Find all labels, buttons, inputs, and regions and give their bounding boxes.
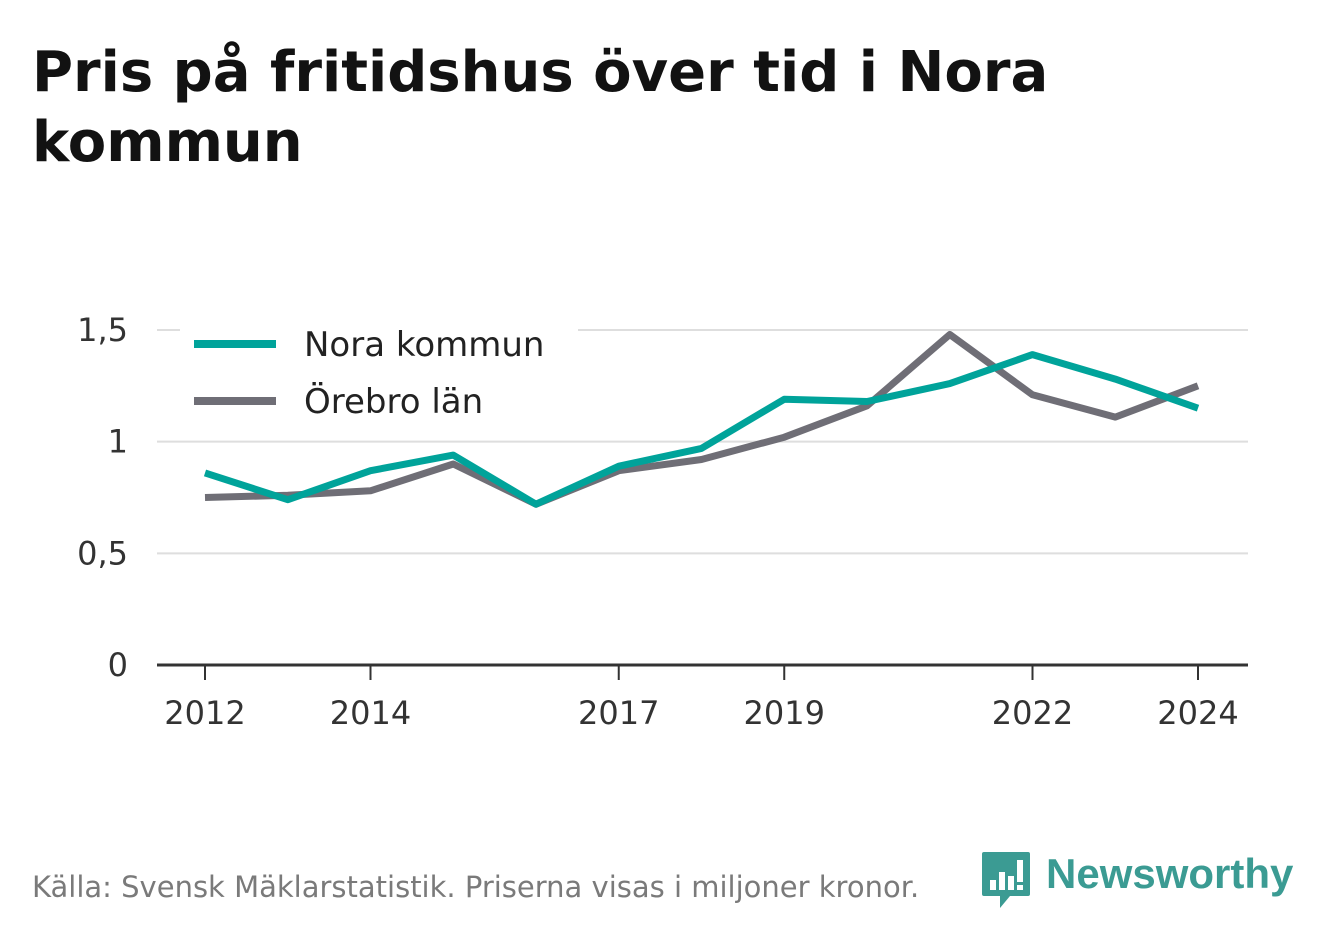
series-line — [204, 331, 1200, 508]
legend-label: Nora kommun — [304, 325, 544, 365]
series-line — [203, 351, 1200, 508]
x-tick-label: 2014 — [330, 694, 411, 732]
legend-background — [180, 316, 578, 436]
newsworthy-logo: Newsworthy — [980, 848, 1300, 912]
y-tick-label: 1,5 — [77, 311, 128, 349]
series-lines — [203, 331, 1200, 508]
brand-name: Newsworthy — [1046, 850, 1294, 897]
x-tick-label: 2024 — [1157, 694, 1238, 732]
y-tick-label: 1 — [108, 423, 128, 461]
chart-title: Pris på fritidshus över tid i Nora kommu… — [32, 40, 1049, 175]
source-note: Källa: Svensk Mäklarstatistik. Priserna … — [32, 870, 920, 904]
x-tick-label: 2017 — [578, 694, 659, 732]
y-axis-labels: 0 0,5 1 1,5 — [77, 311, 128, 684]
legend: Nora kommun Örebro län — [180, 316, 578, 436]
x-axis-ticks: 2012 2014 2017 2019 2022 2024 — [164, 665, 1239, 732]
x-tick-label: 2019 — [744, 694, 825, 732]
y-tick-label: 0 — [108, 646, 128, 684]
y-tick-label: 0,5 — [77, 534, 128, 572]
x-tick-label: 2012 — [164, 694, 245, 732]
x-tick-label: 2022 — [992, 694, 1073, 732]
legend-label: Örebro län — [304, 381, 483, 422]
newsworthy-logo-icon — [982, 852, 1030, 908]
